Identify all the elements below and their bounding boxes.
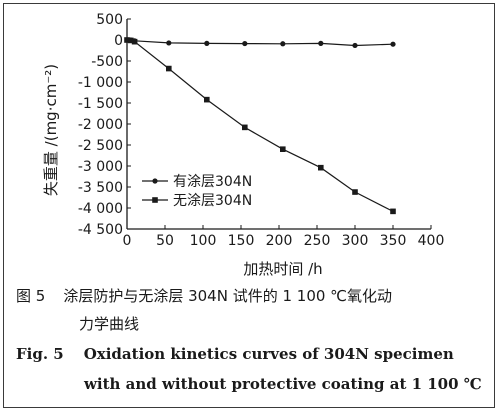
series-1-point	[204, 40, 210, 46]
series-2-point	[166, 65, 172, 72]
caption-cn-text: 涂层防护与无涂层 304N 试件的 1 100 ℃氧化动	[63, 287, 393, 305]
y-tick-label: -1 000	[78, 75, 123, 91]
series-2-point	[280, 146, 286, 152]
legend-marker-1	[152, 178, 158, 184]
series-1-point	[390, 41, 396, 47]
series-line-2	[126, 39, 394, 212]
x-tick-label: 100	[190, 233, 217, 249]
y-tick-label: -3 000	[78, 159, 123, 175]
caption-en-text: Oxidation kinetics curves of 304N specim…	[83, 345, 454, 363]
series-layer	[124, 37, 396, 215]
series-2-point	[124, 37, 130, 43]
chart-legend: 有涂层304N 无涂层304N	[142, 174, 252, 209]
y-tick-label: -500	[91, 54, 123, 70]
caption-en-fig-number: Fig. 5	[16, 345, 64, 363]
x-tick-label: 150	[228, 233, 255, 249]
caption-en-line1: Fig. 5 Oxidation kinetics curves of 304N …	[16, 345, 454, 363]
y-tick-label: -1 500	[78, 96, 123, 112]
y-tick-label: 0	[114, 33, 123, 49]
y-tick-label: -4 000	[78, 201, 123, 217]
x-tick-label: 200	[266, 233, 293, 249]
series-1-point	[352, 42, 358, 49]
caption-en-line2: with and without protective coating at 1…	[84, 375, 482, 393]
x-axis-ticks: 0 50 100 150 200 250 300 350 400	[123, 225, 445, 249]
y-tick-label: 500	[96, 12, 123, 28]
x-tick-label: 250	[304, 233, 331, 249]
caption-cn-fig-number: 图 5	[16, 287, 46, 305]
x-tick-label: 300	[342, 233, 369, 249]
y-tick-label: -3 500	[78, 180, 123, 196]
caption-cn-line1: 图 5 涂层防护与无涂层 304N 试件的 1 100 ℃氧化动	[16, 285, 392, 306]
series-1-point	[318, 40, 324, 46]
x-tick-label: 350	[380, 233, 407, 249]
y-axis-ticks: 500 0 -500 -1 000 -1 500 -2 000 -2 500 -3 000 -3…	[78, 12, 131, 238]
legend-label-2: 无涂层304N	[173, 193, 252, 209]
y-tick-label: -4 500	[78, 222, 123, 238]
y-tick-label: -2 500	[78, 138, 123, 154]
legend-marker-2	[152, 197, 158, 203]
oxidation-kinetics-chart: 0 50 100 150 200 250 300 350 400 500 0 -500 -1 000 -…	[42, 12, 445, 278]
legend-label-1: 有涂层304N	[173, 174, 252, 190]
series-1-point	[242, 40, 248, 47]
series-1-point	[166, 40, 172, 46]
series-2-point	[318, 164, 324, 171]
series-2-point	[204, 96, 210, 103]
x-tick-label: 400	[418, 233, 445, 249]
y-tick-label: -2 000	[78, 117, 123, 133]
figure-frame	[3, 3, 495, 408]
series-2-point	[131, 38, 138, 45]
series-2-point	[242, 124, 248, 131]
x-tick-label: 0	[123, 233, 132, 249]
x-tick-label: 50	[156, 233, 174, 249]
y-axis-label: 失重量 /(mg·cm⁻²)	[42, 64, 60, 196]
caption-cn-line2: 力学曲线	[79, 315, 140, 333]
series-2-point	[390, 208, 396, 215]
series-1-point	[280, 41, 286, 47]
series-2-point	[128, 37, 134, 44]
x-axis-label: 加热时间 /h	[243, 260, 322, 278]
series-2-point	[352, 189, 358, 195]
